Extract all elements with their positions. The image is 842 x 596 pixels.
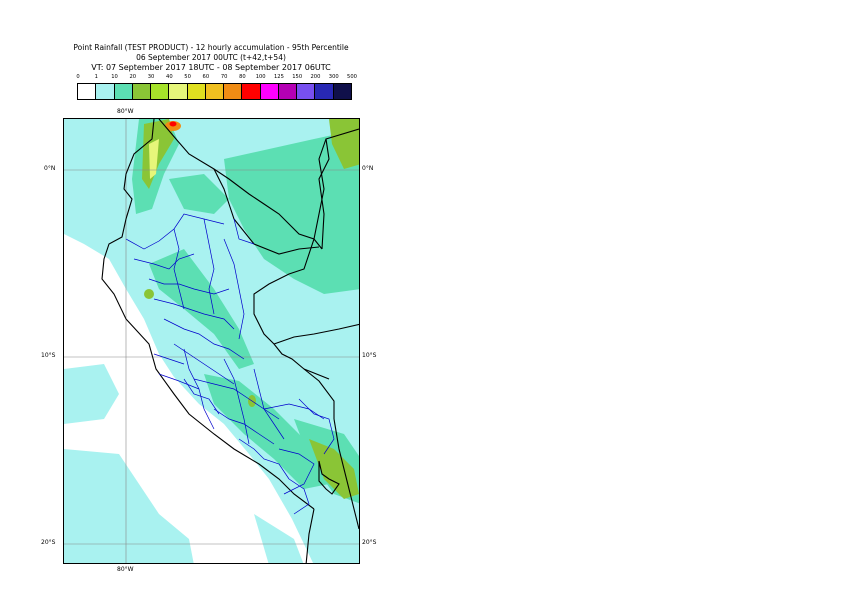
lat-label-0-right: 0°N [362,165,374,172]
legend-threshold: 20 [129,74,137,80]
heavy-rain-spot [144,289,154,299]
moderate-rain-area [169,174,229,214]
region-border [278,448,315,495]
legend-swatch [277,83,298,100]
legend-threshold: 80 [239,74,246,80]
regional-borders [125,213,335,515]
legend-threshold: 50 [184,74,191,80]
legend-threshold: 30 [147,74,155,80]
legend-threshold: 60 [202,74,210,80]
lat-label-10s-right: 10°S [362,352,377,359]
region-border [148,278,230,295]
country-border [253,138,335,419]
run-time: 06 September 2017 00UTC (t+42,t+54) [136,53,286,62]
legend-swatch [77,83,97,100]
region-border [173,228,185,310]
legend-threshold: 150 [292,74,303,80]
legend-threshold: 0 [76,74,80,80]
chart-title: Point Rainfall (TEST PRODUCT) - 12 hourl… [73,43,349,52]
lat-label-20s-right: 20°S [362,539,377,546]
region-border [153,298,235,330]
country-border [158,119,323,250]
region-border [173,343,235,385]
country-border [303,368,330,380]
legend-swatch [204,83,225,100]
legend-swatch [223,83,243,100]
region-border [183,378,220,415]
validity-time: VT: 07 September 2017 18UTC - 08 Septemb… [91,63,331,72]
lat-label-0-left: 0°N [44,165,56,172]
legend-threshold: 1 [94,74,98,80]
legend-threshold: 10 [111,74,118,80]
legend-swatch [241,83,261,100]
region-border [238,438,290,480]
legend-threshold: 200 [310,74,321,80]
legend-swatch [296,83,316,100]
legend-swatch [314,83,334,100]
legend-swatch [332,83,352,100]
region-border [158,373,200,390]
legend-swatch [259,83,279,100]
region-border [288,478,310,515]
country-border [318,128,359,250]
lon-label-top: 80°W [117,108,134,115]
map-panel [63,118,360,564]
lat-label-20s-left: 20°S [41,539,56,546]
rainfall-map [64,119,359,563]
light-rain-area [64,449,194,563]
legend-threshold: 70 [220,74,228,80]
region-border [233,218,255,245]
legend-swatch [168,83,188,100]
region-border [203,218,215,315]
country-border [333,418,359,530]
light-rain-area [64,364,119,424]
region-border [263,403,325,420]
legend-swatch [131,83,152,100]
region-border [213,408,275,445]
lat-label-10s-left: 10°S [41,352,56,359]
legend-swatch [186,83,206,100]
region-border [153,353,185,365]
country-border [101,119,315,510]
moderate-rain-area [149,249,254,369]
light-rain-area [254,514,304,563]
legend-threshold: 500 [347,74,357,80]
lon-label-bottom: 80°W [117,566,134,573]
graticule [64,119,359,563]
legend-threshold: 300 [328,74,339,80]
legend-swatch [95,83,115,100]
legend-threshold: 100 [255,74,266,80]
region-border [133,253,195,270]
region-border [298,398,335,455]
precipitation-shading [64,119,359,563]
country-border [305,508,315,563]
color-legend: 0 1 10 20 30 40 50 60 70 80 100 125 150 200 300 500 [72,74,362,104]
very-heavy-rain-area [149,139,159,179]
legend-threshold: 40 [166,74,173,80]
moderate-rain-area [224,129,359,294]
region-border [193,378,280,420]
light-rain-area [64,119,126,179]
country-border [318,460,340,495]
extreme-rain-area [169,121,177,127]
moderate-rain-area [204,374,329,489]
region-border [223,358,250,445]
country-border [273,323,359,345]
region-border [223,238,245,340]
legend-swatch [113,83,133,100]
heavy-rain-area [309,439,359,499]
legend-threshold: 125 [273,74,284,80]
legend-swatch [150,83,170,100]
region-border [163,318,245,360]
